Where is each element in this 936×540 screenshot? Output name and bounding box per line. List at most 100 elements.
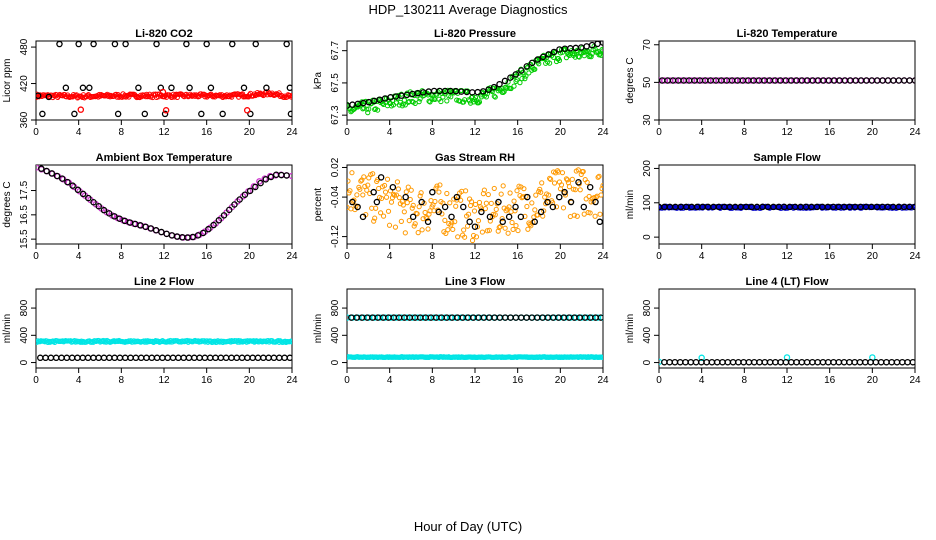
data-point	[486, 213, 494, 221]
x-tick-label: 4	[387, 375, 393, 386]
x-tick-label: 4	[387, 251, 393, 262]
data-point	[911, 203, 915, 211]
x-tick-label: 12	[781, 127, 793, 138]
y-axis-label: Licor ppm	[2, 59, 13, 103]
x-tick-label: 0	[656, 251, 662, 262]
data-point	[599, 186, 603, 192]
data-point	[281, 354, 288, 362]
data-point	[501, 77, 509, 85]
data-point	[547, 60, 553, 66]
data-point	[471, 208, 478, 214]
data-point	[210, 221, 217, 229]
y-tick-label: 200	[642, 160, 653, 177]
data-point	[445, 227, 451, 233]
y-tick-label: 50	[642, 76, 653, 88]
x-tick-label: 24	[286, 251, 298, 262]
data-point	[238, 354, 246, 362]
data-point	[401, 209, 407, 215]
data-point	[458, 197, 464, 203]
data-point	[347, 188, 353, 194]
data-point	[851, 358, 858, 366]
y-axis-label: degrees C	[2, 181, 13, 227]
data-point	[803, 358, 811, 366]
data-point	[599, 314, 603, 321]
y-axis-label: kPa	[313, 71, 324, 89]
data-point	[289, 339, 292, 345]
series-2	[659, 77, 915, 84]
data-point	[491, 93, 497, 99]
x-tick-label: 24	[286, 127, 298, 138]
data-point	[161, 110, 169, 118]
data-point	[394, 179, 401, 185]
data-point	[450, 226, 456, 233]
data-point	[597, 51, 603, 57]
data-point	[395, 186, 401, 192]
data-point	[36, 92, 42, 99]
data-point	[153, 354, 161, 362]
data-point	[158, 228, 165, 236]
plot-frame	[658, 288, 916, 369]
data-point	[90, 354, 97, 362]
data-point	[787, 358, 795, 366]
data-point	[84, 354, 92, 362]
data-point	[432, 198, 438, 205]
data-point	[819, 358, 827, 366]
data-point	[288, 94, 292, 100]
series-1	[347, 167, 603, 244]
data-point	[207, 84, 215, 92]
data-point	[287, 110, 292, 118]
data-point	[74, 354, 81, 362]
x-tick-label: 16	[201, 375, 213, 386]
data-point	[90, 199, 97, 206]
y-axis-label: ml/min	[313, 314, 324, 343]
x-tick-label: 0	[33, 251, 39, 262]
data-point	[676, 358, 684, 366]
series-3	[348, 314, 603, 321]
data-point	[497, 223, 503, 230]
data-point	[505, 79, 511, 85]
x-tick-label: 4	[76, 127, 82, 138]
plot-area	[347, 167, 603, 244]
data-point	[507, 190, 513, 196]
data-point	[175, 354, 182, 362]
data-point	[217, 354, 225, 362]
series-3	[77, 88, 251, 114]
data-point	[465, 211, 472, 217]
data-point	[537, 208, 545, 216]
y-tick-label: 0	[19, 359, 30, 365]
y-tick-label: 67.7	[330, 41, 341, 61]
data-point	[408, 187, 414, 193]
data-point	[580, 168, 586, 175]
x-tick-label: 16	[201, 251, 213, 262]
data-point	[86, 84, 93, 92]
x-tick-label: 20	[867, 127, 879, 138]
data-point	[750, 358, 758, 366]
data-point	[471, 223, 479, 230]
data-point	[191, 354, 198, 362]
data-point	[283, 41, 290, 48]
data-point	[201, 354, 209, 362]
data-point	[85, 194, 92, 202]
x-tick-label: 0	[656, 127, 662, 138]
data-point	[526, 70, 532, 76]
data-point	[453, 193, 461, 201]
data-point	[405, 184, 411, 190]
data-point	[490, 83, 498, 91]
panel-5: Gas Stream RH percent 0 4 8 12 16 20 24 -0.12 -0.0…	[313, 152, 609, 262]
data-point	[518, 67, 525, 74]
data-point	[550, 48, 558, 56]
data-point	[740, 358, 747, 366]
data-point	[906, 77, 913, 84]
data-point	[798, 358, 806, 366]
data-point	[37, 354, 44, 362]
data-point	[45, 93, 53, 101]
panel-2: Li-820 Pressure kPa 0 4 8 12 16 20 24 67.3 67.5 67.…	[313, 28, 609, 138]
data-point	[270, 354, 278, 362]
data-point	[473, 234, 480, 240]
data-point	[713, 358, 721, 366]
data-point	[111, 354, 118, 362]
data-point	[467, 100, 474, 106]
data-point	[587, 210, 593, 216]
data-point	[486, 227, 492, 233]
data-point	[588, 54, 594, 60]
